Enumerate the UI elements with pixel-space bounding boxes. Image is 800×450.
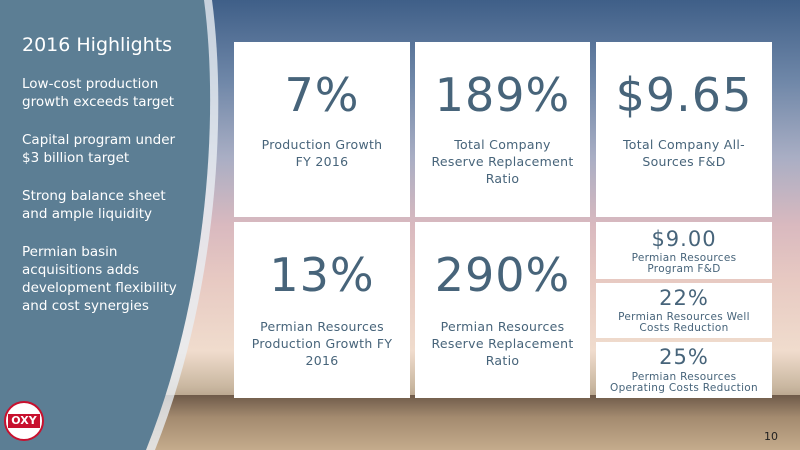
tile-label: Permian Resources Reserve Replacement Ra… bbox=[431, 319, 574, 368]
tile-value: 13% bbox=[269, 248, 375, 302]
tile-label: Total Company All-Sources F&D bbox=[622, 137, 745, 169]
tile-value: 7% bbox=[284, 68, 360, 122]
tile-value: 189% bbox=[434, 68, 571, 122]
tile-label: Permian Resources Well Costs Reduction bbox=[618, 311, 750, 334]
logo-text: OXY bbox=[8, 414, 40, 428]
tile: $9.65 Total Company All-Sources F&D bbox=[596, 42, 772, 217]
tile: 13% Permian Resources Production Growth … bbox=[234, 222, 410, 398]
small-tile: $9.00 Permian Resources Program F&D bbox=[596, 222, 772, 279]
bullet: Capital program under $3 billion target bbox=[22, 132, 176, 166]
bullet: Strong balance sheet and ample liquidity bbox=[22, 188, 166, 222]
tile: 290% Permian Resources Reserve Replaceme… bbox=[415, 222, 590, 398]
tile-value: 22% bbox=[659, 286, 709, 310]
tile-label: Production Growth FY 2016 bbox=[261, 137, 383, 169]
tile-label: Permian Resources Production Growth FY 2… bbox=[251, 319, 393, 368]
tile-value: 25% bbox=[659, 345, 709, 369]
logo: OXY bbox=[4, 401, 44, 441]
tile-label: Permian Resources Program F&D bbox=[631, 252, 737, 275]
sidebar-panel bbox=[0, 0, 219, 450]
small-tile: 25% Permian Resources Operating Costs Re… bbox=[596, 342, 772, 398]
tile-value: 290% bbox=[434, 248, 571, 302]
bullet: Low-cost production growth exceeds targe… bbox=[22, 76, 175, 110]
bullet: Permian basin acquisitions adds developm… bbox=[22, 244, 177, 314]
tile-label: Permian Resources Operating Costs Reduct… bbox=[610, 371, 758, 394]
sidebar-title: 2016 Highlights bbox=[22, 34, 173, 56]
page-number: 10 bbox=[764, 430, 778, 443]
tile: 189% Total Company Reserve Replacement R… bbox=[415, 42, 590, 217]
tile-label: Total Company Reserve Replacement Ratio bbox=[431, 137, 574, 186]
tile-value: $9.65 bbox=[615, 68, 753, 122]
small-tile: 22% Permian Resources Well Costs Reducti… bbox=[596, 283, 772, 338]
tile: 7% Production Growth FY 2016 bbox=[234, 42, 410, 217]
tile-value: $9.00 bbox=[651, 227, 717, 251]
